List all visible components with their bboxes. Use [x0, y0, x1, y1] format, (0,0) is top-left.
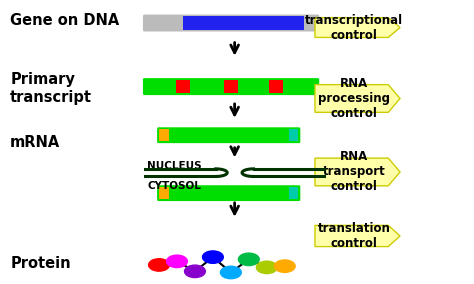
Bar — [289, 187, 299, 199]
Text: CYTOSOL: CYTOSOL — [147, 181, 201, 191]
Circle shape — [256, 261, 277, 273]
Text: Protein: Protein — [10, 256, 71, 271]
Text: RNA
transport
control: RNA transport control — [323, 151, 385, 193]
Circle shape — [202, 251, 223, 263]
Polygon shape — [315, 225, 400, 247]
Circle shape — [238, 253, 259, 266]
Bar — [176, 80, 190, 93]
Bar — [269, 80, 283, 93]
Polygon shape — [315, 158, 400, 186]
Bar — [183, 16, 303, 30]
FancyBboxPatch shape — [143, 78, 319, 95]
FancyBboxPatch shape — [143, 14, 319, 32]
Text: translation
control: translation control — [318, 222, 391, 250]
Text: RNA
processing
control: RNA processing control — [318, 77, 390, 120]
Text: mRNA: mRNA — [10, 135, 60, 149]
Bar — [224, 80, 238, 93]
Polygon shape — [315, 18, 400, 37]
Text: Gene on DNA: Gene on DNA — [10, 13, 119, 28]
Circle shape — [220, 266, 241, 279]
Circle shape — [274, 260, 295, 272]
Polygon shape — [315, 85, 400, 112]
FancyBboxPatch shape — [157, 127, 301, 143]
Circle shape — [166, 255, 187, 268]
Text: transcriptional
control: transcriptional control — [305, 14, 403, 41]
Circle shape — [149, 259, 169, 271]
Text: NUCLEUS: NUCLEUS — [147, 161, 202, 171]
Bar — [289, 129, 299, 141]
Bar — [159, 129, 169, 141]
Text: Primary
transcript: Primary transcript — [10, 72, 92, 105]
FancyBboxPatch shape — [157, 185, 301, 201]
Bar — [159, 187, 169, 199]
Circle shape — [184, 265, 205, 277]
